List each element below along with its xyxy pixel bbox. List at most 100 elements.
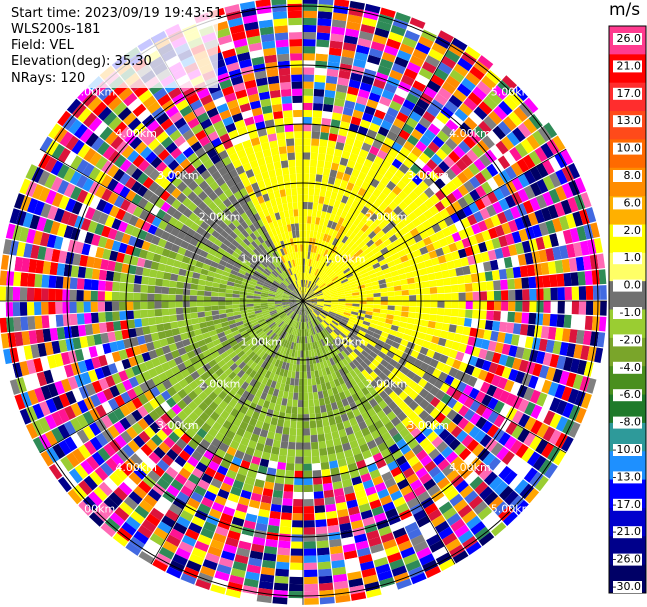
gate <box>282 315 288 322</box>
gate <box>154 197 166 209</box>
gate <box>315 278 321 285</box>
gate <box>236 215 245 224</box>
gate <box>156 270 165 279</box>
gate <box>98 269 108 281</box>
gate <box>39 232 50 247</box>
gate <box>154 185 166 197</box>
gate <box>207 427 219 438</box>
gate <box>469 327 478 338</box>
gate <box>316 340 321 349</box>
gate <box>281 505 293 514</box>
gate <box>360 509 374 520</box>
gate <box>343 255 351 263</box>
gate <box>392 185 403 196</box>
gate <box>496 258 506 270</box>
gate <box>543 301 551 313</box>
gate <box>292 327 296 336</box>
gate <box>336 258 343 266</box>
gate <box>264 223 272 232</box>
gate <box>574 177 587 194</box>
gate <box>523 387 535 401</box>
gate <box>318 146 327 155</box>
gate <box>433 68 449 81</box>
gate <box>288 275 294 283</box>
gate <box>232 158 242 169</box>
gate <box>352 358 360 367</box>
gate <box>542 191 554 207</box>
gate <box>56 263 66 276</box>
gate <box>322 329 328 337</box>
gate <box>270 312 278 318</box>
gate <box>326 269 333 276</box>
gate <box>563 356 574 372</box>
gate <box>331 206 339 215</box>
gate <box>464 246 474 257</box>
gate <box>423 355 433 365</box>
gate <box>386 350 395 359</box>
gate <box>523 97 539 113</box>
gate <box>366 293 374 298</box>
gate <box>114 360 125 373</box>
gate <box>466 439 480 452</box>
gate <box>428 279 437 288</box>
gate <box>254 173 264 183</box>
gate <box>459 485 474 499</box>
gate <box>232 374 241 384</box>
gate <box>219 109 232 120</box>
gate <box>303 414 310 422</box>
gate <box>359 443 370 453</box>
gate <box>128 328 137 338</box>
gate <box>303 477 313 486</box>
gate <box>303 295 309 301</box>
gate <box>277 249 283 257</box>
gate <box>432 471 446 484</box>
gate <box>316 426 325 435</box>
gate <box>360 255 369 263</box>
gate <box>468 130 482 144</box>
gate <box>274 302 282 304</box>
gate <box>346 395 355 405</box>
gate <box>303 548 317 556</box>
gate <box>498 268 508 280</box>
gate <box>465 301 473 310</box>
gate <box>309 320 314 328</box>
gate <box>215 448 226 459</box>
gate <box>203 449 215 461</box>
gate <box>291 292 298 298</box>
gate <box>149 205 161 217</box>
gate <box>271 365 278 374</box>
gate <box>482 452 496 467</box>
gate <box>177 246 187 256</box>
gate <box>168 287 177 295</box>
gate <box>460 154 474 167</box>
gate <box>298 280 301 288</box>
gate <box>373 155 384 166</box>
gate <box>391 367 401 377</box>
gate <box>359 82 373 92</box>
gate <box>278 329 284 337</box>
gate <box>403 385 414 396</box>
gate <box>277 274 284 281</box>
gate <box>53 353 64 367</box>
gate <box>269 332 277 340</box>
gate <box>184 218 194 228</box>
gate <box>397 344 407 353</box>
gate <box>401 36 418 49</box>
gate <box>319 596 335 605</box>
gate <box>498 506 514 522</box>
gate <box>345 295 353 299</box>
gate <box>128 471 142 486</box>
gate <box>457 248 467 259</box>
gate <box>479 434 493 448</box>
gate <box>126 150 140 163</box>
gate <box>300 350 303 358</box>
gate <box>322 204 329 213</box>
gate <box>195 461 208 473</box>
gate <box>333 317 341 323</box>
gate <box>47 382 59 398</box>
gate <box>97 106 113 121</box>
gate <box>367 269 376 276</box>
gate <box>371 505 385 517</box>
gate <box>262 400 271 409</box>
gate <box>536 423 550 439</box>
